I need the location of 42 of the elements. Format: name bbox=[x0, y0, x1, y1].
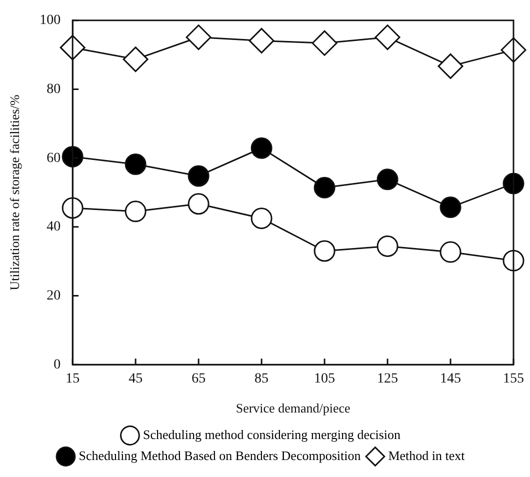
x-tick-label: 155 bbox=[503, 372, 524, 387]
y-tick-label: 80 bbox=[46, 82, 61, 97]
point bbox=[376, 168, 398, 190]
point bbox=[250, 208, 272, 230]
point bbox=[502, 172, 524, 194]
point bbox=[250, 137, 272, 159]
point bbox=[248, 28, 274, 54]
y-tick-label: 40 bbox=[46, 220, 61, 235]
point bbox=[188, 165, 210, 187]
point bbox=[314, 176, 336, 198]
point bbox=[124, 154, 146, 176]
point bbox=[314, 240, 336, 262]
y-tick-label: 100 bbox=[40, 13, 61, 28]
x-tick-label: 15 bbox=[66, 372, 80, 387]
y-tick-label: 20 bbox=[46, 288, 61, 304]
x-tick-label: 85 bbox=[254, 372, 269, 387]
point bbox=[440, 196, 462, 218]
legend-label: Scheduling Method Based on Benders Decomposition bbox=[78, 448, 362, 463]
point bbox=[440, 241, 462, 263]
y-axis-title: Utilization rate of storage facilities/% bbox=[7, 94, 22, 290]
point bbox=[186, 24, 212, 50]
point bbox=[374, 24, 400, 50]
legend-label: Method in text bbox=[388, 448, 466, 463]
point bbox=[124, 200, 146, 222]
x-tick-label: 65 bbox=[192, 372, 206, 387]
point bbox=[502, 250, 524, 272]
point bbox=[500, 37, 526, 63]
point bbox=[438, 53, 464, 79]
x-tick-label: 45 bbox=[128, 372, 143, 387]
x-axis-title: Service demand/piece bbox=[236, 400, 350, 416]
x-tick-label: 145 bbox=[440, 372, 462, 387]
point bbox=[312, 30, 338, 56]
legend-label: Scheduling method considering merging decision bbox=[142, 426, 402, 442]
y-tick-label: 0 bbox=[54, 357, 61, 372]
point bbox=[62, 197, 84, 219]
point bbox=[122, 46, 148, 72]
x-tick-label: 125 bbox=[377, 372, 398, 387]
point bbox=[60, 34, 86, 60]
point bbox=[376, 235, 398, 257]
x-tick-label: 105 bbox=[314, 372, 336, 387]
y-tick-label: 60 bbox=[46, 150, 61, 166]
point bbox=[188, 193, 210, 215]
